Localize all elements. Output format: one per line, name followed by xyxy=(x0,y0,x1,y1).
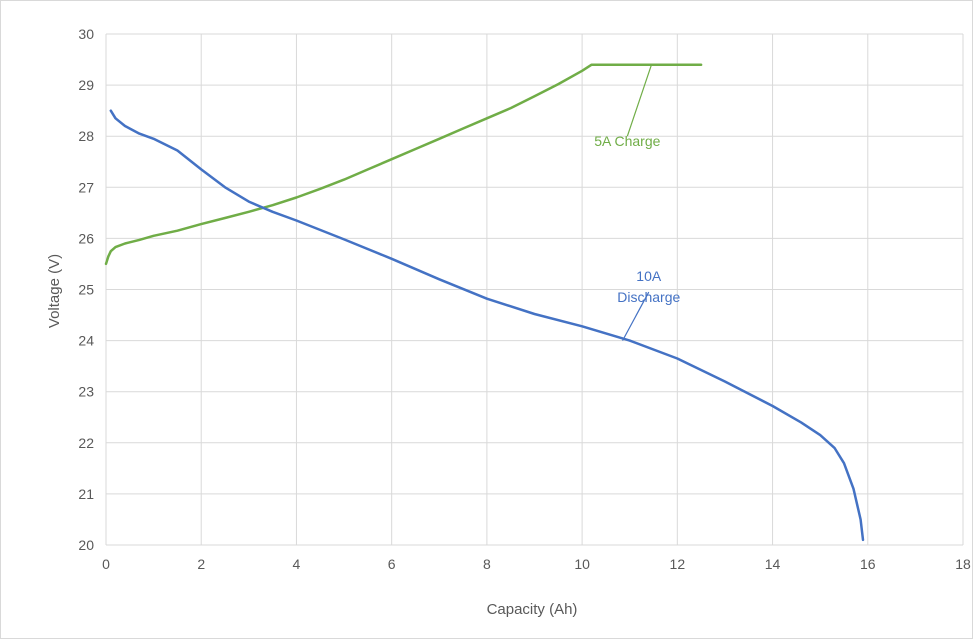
x-tick-label: 10 xyxy=(574,556,590,572)
grid xyxy=(105,33,964,546)
y-tick-label: 26 xyxy=(78,230,94,246)
y-tick-label: 20 xyxy=(78,537,94,553)
y-tick-label: 30 xyxy=(78,26,94,42)
x-tick-label: 8 xyxy=(483,556,491,572)
y-tick-label: 21 xyxy=(78,486,94,502)
annotations: 5A Charge 10A Discharge xyxy=(594,65,680,341)
x-tick-label: 0 xyxy=(102,556,110,572)
discharge-annotation-label: Discharge xyxy=(617,289,680,305)
charge-annotation-leader xyxy=(626,65,652,137)
x-axis-title: Capacity (Ah) xyxy=(487,601,578,618)
x-tick-label: 2 xyxy=(197,556,205,572)
charge-series-line xyxy=(104,63,703,266)
y-tick-label: 23 xyxy=(78,384,94,400)
x-tick-label: 6 xyxy=(388,556,396,572)
discharge-series-line xyxy=(109,109,865,542)
charge-annotation-label: 5A Charge xyxy=(594,133,660,149)
discharge-annotation-leader xyxy=(622,291,650,341)
y-tick-label: 22 xyxy=(78,435,94,451)
x-tick-label: 12 xyxy=(670,556,686,572)
x-tick-label: 14 xyxy=(765,556,781,572)
x-tick-label: 4 xyxy=(293,556,301,572)
y-axis-title: Voltage (V) xyxy=(46,254,63,328)
y-tick-label: 25 xyxy=(78,282,94,298)
x-tick-label: 16 xyxy=(860,556,876,572)
y-tick-label: 24 xyxy=(78,333,94,349)
x-tick-label: 18 xyxy=(955,556,971,572)
series-lines xyxy=(104,63,865,542)
y-tick-label: 27 xyxy=(78,179,94,195)
y-tick-label: 28 xyxy=(78,128,94,144)
y-tick-label: 29 xyxy=(78,77,94,93)
discharge-annotation-label: 10A xyxy=(636,268,662,284)
